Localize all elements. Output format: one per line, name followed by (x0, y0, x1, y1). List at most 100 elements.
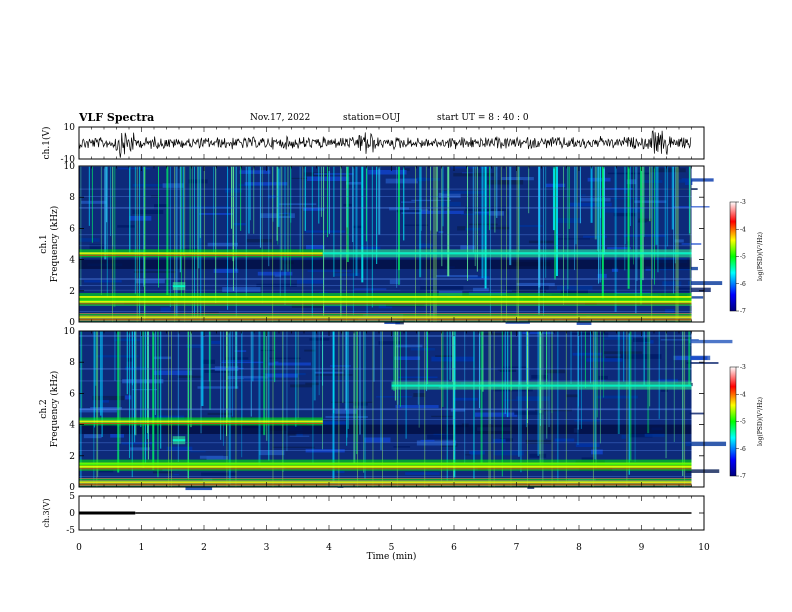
spectrogram-ch2-colorbar-tick-label: -5 (740, 419, 746, 426)
noise-cell (364, 437, 391, 443)
noise-cell (556, 238, 590, 240)
x-tick-label: 3 (264, 543, 270, 553)
noise-cell (162, 183, 184, 188)
noise-cell (681, 178, 714, 182)
noise-cell (125, 395, 132, 400)
noise-cell (117, 167, 151, 170)
noise-cell (152, 471, 173, 474)
noise-cell (84, 280, 122, 283)
spectrogram-ch2-colorbar-tick-label: -7 (740, 473, 746, 480)
noise-cell (497, 369, 517, 371)
noise-cell (457, 226, 466, 231)
noise-cell (516, 396, 550, 401)
noise-cell (307, 270, 352, 272)
noise-cell (460, 213, 490, 215)
noise-cell (680, 296, 704, 299)
noise-cell (417, 177, 427, 182)
figure-title: VLF Spectra (79, 111, 155, 124)
noise-cell (280, 258, 320, 261)
noise-cell (221, 361, 264, 364)
noise-cell (644, 432, 665, 437)
noise-cell (685, 441, 727, 447)
spectrogram-ch2-ylabel-frequency: Frequency (kHz) (49, 371, 60, 448)
noise-cell (186, 344, 203, 348)
noise-cell (110, 433, 125, 438)
noise-cell (638, 218, 653, 222)
noise-cell (291, 177, 316, 179)
noise-cell (98, 469, 114, 473)
noise-cell (81, 200, 107, 204)
noise-cell (529, 453, 547, 458)
noise-cell (611, 267, 619, 272)
noise-cell (678, 179, 686, 183)
noise-cell (545, 369, 566, 374)
noise-cell (211, 340, 221, 345)
noise-cell (516, 282, 555, 287)
noise-cell (289, 435, 310, 437)
noise-cell (273, 361, 279, 364)
noise-cell (92, 395, 125, 401)
noise-cell (79, 408, 117, 413)
noise-cell (662, 281, 682, 287)
noise-cell (596, 395, 638, 399)
noise-cell (393, 446, 411, 448)
noise-cell (528, 240, 554, 244)
noise-cell (403, 224, 429, 226)
noise-cell (307, 421, 346, 425)
noise-cell (405, 472, 440, 475)
noise-cell (633, 338, 651, 342)
noise-cell (686, 362, 719, 364)
spectrogram-ch2-y-tick-label: 6 (69, 389, 75, 399)
noise-cell (623, 234, 666, 237)
noise-cell (244, 182, 288, 186)
noise-cell (469, 451, 485, 455)
noise-cell (193, 311, 219, 315)
noise-cell (505, 285, 549, 290)
noise-cell (572, 352, 602, 356)
noise-cell (685, 469, 720, 473)
noise-cell (166, 446, 193, 451)
noise-cell (121, 442, 153, 445)
noise-cell (352, 225, 364, 229)
x-tick-label: 7 (514, 543, 520, 553)
spectrogram-ch2-colorbar-tick-label: -3 (740, 364, 746, 371)
noise-cell (438, 192, 461, 198)
waveform-ch1-y-tick-label: -10 (61, 155, 76, 165)
noise-cell (129, 447, 150, 451)
noise-cell (511, 289, 547, 292)
spectrogram-ch1-y-tick-label: 10 (64, 162, 76, 172)
noise-cell (287, 433, 296, 436)
noise-cell (132, 209, 164, 214)
noise-cell (660, 388, 668, 392)
spectrogram-ch1-colorbar-tick-label: -3 (740, 199, 746, 206)
spectrogram-ch1-y-tick-label: 6 (69, 224, 75, 234)
noise-cell (305, 245, 325, 250)
noise-cell (452, 397, 479, 401)
spectrogram-ch2-colorbar-tick-label: -6 (740, 446, 746, 453)
noise-cell (581, 194, 586, 196)
noise-cell (492, 438, 506, 443)
noise-cell (574, 420, 603, 422)
noise-cell (400, 201, 416, 203)
noise-cell (613, 213, 637, 217)
noise-cell (420, 286, 464, 291)
noise-cell (556, 286, 593, 291)
noise-cell (83, 434, 102, 439)
noise-cell (560, 289, 588, 295)
noise-cell (486, 180, 524, 185)
noise-cell (436, 275, 478, 278)
noise-cell (396, 209, 421, 213)
noise-cell (201, 472, 237, 476)
noise-cell (321, 305, 354, 307)
noise-cell (153, 356, 172, 360)
noise-cell (649, 340, 654, 344)
noise-cell (272, 446, 315, 448)
noise-cell (672, 206, 710, 208)
x-tick-label: 6 (451, 543, 457, 553)
noise-cell (307, 176, 350, 181)
noise-cell (279, 214, 289, 216)
x-tick-label: 1 (139, 543, 145, 553)
noise-cell (435, 355, 454, 357)
